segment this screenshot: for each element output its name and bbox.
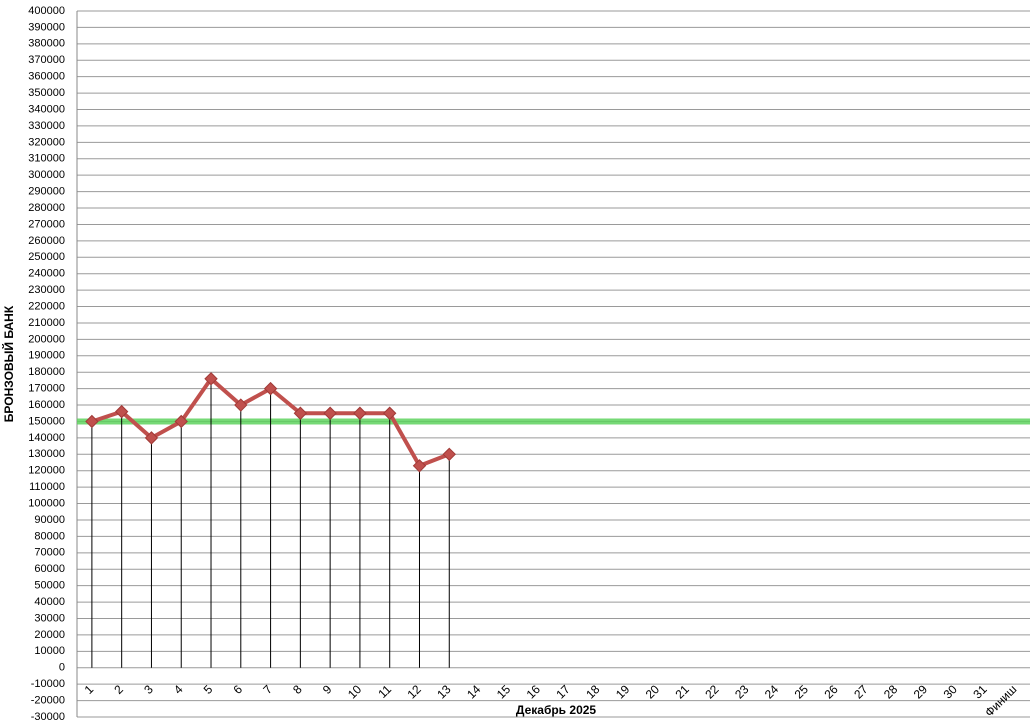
y-tick-label: 240000 [28, 268, 65, 280]
y-tick-label: 280000 [28, 202, 65, 214]
x-tick-label: 28 [881, 682, 901, 702]
y-tick-label: 120000 [28, 465, 65, 477]
x-tick-label: 12 [405, 682, 425, 702]
y-tick-label: 220000 [28, 300, 65, 312]
y-tick-label: 110000 [29, 481, 65, 493]
point-marker [144, 431, 159, 445]
point-marker [85, 414, 99, 429]
y-tick-label: 60000 [34, 563, 65, 575]
x-tick-label: 10 [345, 682, 365, 702]
y-tick-label: 390000 [28, 21, 65, 33]
y-tick-label: 360000 [28, 71, 65, 83]
point-marker [234, 398, 248, 412]
x-axis-label: Декабрь 2025 [516, 703, 597, 717]
y-tick-label: 260000 [28, 235, 65, 247]
y-tick-label: 300000 [28, 169, 65, 181]
y-tick-label: 200000 [28, 333, 65, 345]
x-tick-label: 19 [613, 682, 633, 702]
y-tick-label: -30000 [31, 711, 65, 723]
y-tick-label: 0 [59, 662, 65, 674]
point-marker [442, 447, 456, 462]
y-tick-label: 230000 [28, 284, 65, 296]
point-marker [382, 406, 397, 420]
y-tick-label: 380000 [28, 38, 65, 50]
x-tick-label: 15 [494, 682, 514, 702]
y-tick-label: 100000 [28, 497, 65, 509]
y-tick-label: 70000 [34, 547, 65, 559]
y-tick-label: 160000 [28, 399, 65, 411]
x-tick-label: 26 [821, 682, 841, 702]
x-tick-label: 31 [970, 682, 990, 702]
y-tick-label: -10000 [31, 678, 65, 690]
y-tick-label: 190000 [28, 350, 65, 362]
y-tick-label: 310000 [28, 153, 65, 165]
x-tick-label: 22 [702, 682, 722, 702]
point-marker [263, 381, 278, 396]
y-tick-label: 90000 [34, 514, 65, 526]
y-tick-label: 270000 [28, 218, 65, 230]
x-tick-label: 18 [583, 682, 603, 702]
x-tick-label: 30 [941, 682, 961, 702]
x-tick-label: 25 [792, 682, 812, 702]
y-tick-label: 370000 [28, 54, 65, 66]
x-tick-label: 11 [375, 682, 394, 701]
point-marker [204, 372, 218, 386]
point-marker [114, 404, 129, 419]
point-marker [353, 406, 367, 420]
y-tick-label: 210000 [28, 317, 65, 329]
y-tick-label: 170000 [28, 383, 65, 395]
y-tick-label: -20000 [31, 694, 65, 706]
y-tick-label: 180000 [28, 366, 65, 378]
y-tick-label: 10000 [34, 645, 65, 657]
y-tick-label: 40000 [34, 596, 65, 608]
y-tick-label: 350000 [28, 87, 65, 99]
y-tick-label: 140000 [28, 432, 65, 444]
x-tick-label: 23 [732, 682, 752, 702]
y-tick-label: 330000 [28, 120, 65, 132]
y-tick-label: 20000 [34, 629, 65, 641]
y-tick-label: 80000 [34, 530, 65, 542]
y-tick-label: 50000 [34, 580, 65, 592]
point-marker [174, 414, 188, 429]
x-tick-label: 29 [911, 682, 931, 702]
x-tick-label: 20 [643, 682, 663, 702]
point-marker [323, 406, 337, 420]
y-tick-label: 290000 [28, 186, 65, 198]
y-tick-label: 150000 [28, 415, 65, 427]
y-tick-label: 250000 [28, 251, 65, 263]
x-tick-label: 16 [524, 682, 544, 702]
y-tick-label: 130000 [28, 448, 65, 460]
x-tick-label: 27 [851, 682, 871, 702]
y-tick-label: 320000 [28, 136, 65, 148]
point-marker [412, 459, 427, 473]
x-tick-label: 14 [464, 682, 484, 702]
point-marker [293, 406, 308, 420]
y-tick-label: 30000 [34, 612, 65, 624]
y-axis-label: БРОНЗОВЫЙ БАНК [1, 305, 16, 422]
x-tick-label: 17 [553, 682, 573, 702]
y-tick-label: 400000 [28, 5, 65, 17]
y-tick-label: 340000 [28, 103, 65, 115]
x-tick-label: 13 [434, 682, 454, 702]
x-tick-label: 21 [673, 682, 693, 702]
x-tick-label: 24 [762, 682, 782, 702]
